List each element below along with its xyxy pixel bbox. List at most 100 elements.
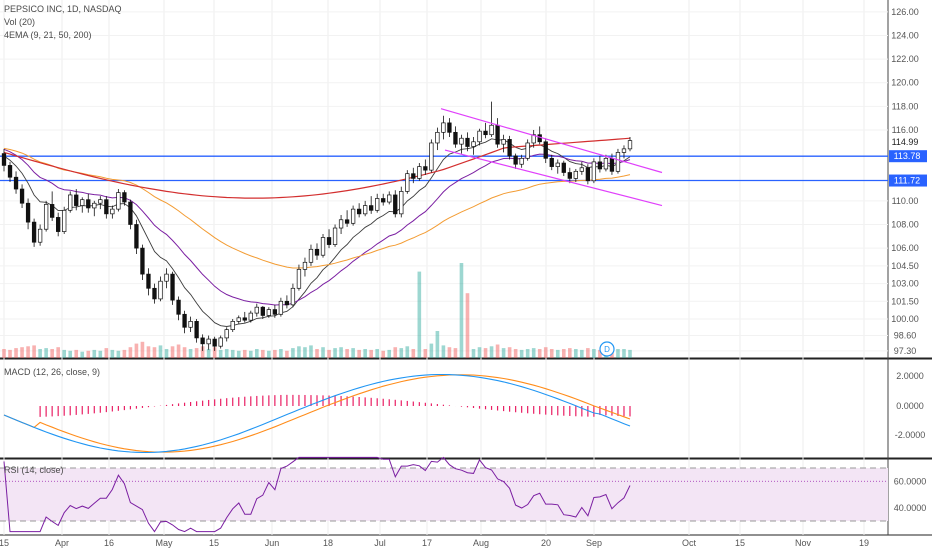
volume-bar [628, 349, 632, 358]
candle [224, 329, 229, 339]
volume-bar [74, 349, 79, 358]
time-tick-label: Nov [795, 538, 812, 548]
volume-bar [616, 349, 620, 358]
volume-bar [315, 349, 319, 358]
candle [254, 306, 259, 314]
volume-bar [170, 346, 175, 358]
ema-21-line [3, 148, 631, 306]
candle [56, 217, 61, 232]
channel-upper [440, 108, 663, 174]
price-tick-label: 124.00 [891, 30, 919, 40]
candle [591, 161, 597, 182]
volume-bar [267, 350, 271, 358]
volume-bar [405, 346, 410, 358]
price-tick-label: 103.00 [891, 279, 919, 289]
volume-bar [297, 346, 301, 358]
candle [435, 131, 440, 144]
candle [43, 204, 49, 230]
candle [465, 137, 470, 147]
candle [104, 199, 109, 215]
macd-title[interactable]: MACD (12, 26, close, 9) [4, 367, 101, 377]
candle [1, 153, 7, 166]
candle [326, 237, 332, 245]
candle [92, 202, 97, 209]
candle [381, 198, 386, 203]
volume-bar [459, 263, 464, 358]
volume-indicator-label[interactable]: Vol (20) [4, 17, 36, 27]
price-tick-label: 126.00 [891, 7, 919, 17]
candle [13, 176, 19, 190]
volume-bar [339, 347, 343, 358]
volume-bar [134, 343, 139, 358]
volume-bar [592, 349, 596, 358]
volume-bar [309, 345, 313, 358]
volume-bar [537, 349, 542, 358]
price-tick-label: 116.00 [892, 125, 919, 135]
time-tick-label: Jun [265, 538, 280, 548]
time-tick-label: Apr [55, 538, 69, 548]
candle [531, 134, 536, 144]
candle [74, 194, 79, 206]
candle [164, 273, 169, 282]
rsi-panel[interactable] [0, 456, 888, 533]
ema-indicator-label[interactable]: 4EMA (9, 21, 50, 200) [4, 30, 92, 40]
candle [128, 201, 133, 225]
volume-bar [291, 348, 295, 358]
volume-bar [194, 348, 199, 358]
volume-bar [158, 345, 163, 358]
candle [236, 317, 241, 322]
macd-panel[interactable] [3, 373, 631, 454]
candle [525, 142, 530, 159]
symbol-title[interactable]: PEPSICO INC, 1D, NASDAQ [4, 4, 122, 14]
volume-bar [80, 351, 85, 358]
ema-50-line [3, 147, 631, 269]
candle [543, 141, 548, 159]
volume-bar [598, 349, 602, 358]
volume-bar [164, 349, 169, 358]
candle [471, 141, 476, 147]
channel-lower [444, 149, 663, 207]
volume-bar [411, 349, 416, 358]
volume-bar [255, 349, 259, 358]
rsi-title[interactable]: RSI (14, close) [4, 465, 64, 475]
volume-bar [8, 349, 12, 358]
volume-bar [399, 348, 404, 358]
volume-bar [14, 348, 18, 358]
time-tick-label: 18 [323, 538, 333, 548]
candle [182, 313, 187, 328]
candle [284, 300, 290, 306]
candle [615, 152, 621, 172]
candle [441, 122, 446, 133]
volume-bar [128, 347, 133, 358]
volume-bar [429, 343, 434, 358]
volume-bar [104, 348, 109, 358]
volume-bar [543, 347, 548, 358]
volume-bar [393, 347, 398, 358]
candle [146, 273, 151, 289]
candle [609, 157, 615, 172]
time-tick-label: 15 [209, 538, 219, 548]
candle [417, 166, 422, 179]
time-axis[interactable]: 15 Apr 16 May 15 Jun 18 Jul 17 Aug 20 Sep Oct 15 Nov 19 [0, 538, 869, 548]
candle [242, 317, 247, 321]
candle [495, 124, 500, 145]
candle [585, 167, 591, 182]
volume-bar [26, 346, 30, 358]
time-tick-label: Oct [682, 538, 697, 548]
candle [140, 247, 145, 275]
volume-bar [622, 349, 626, 358]
candle [37, 228, 43, 243]
candle [218, 337, 223, 347]
volume-bar [525, 349, 530, 358]
volume-bar [435, 331, 440, 358]
price-panel[interactable]: D [0, 101, 888, 358]
volume-bar [531, 348, 536, 358]
price-axis[interactable]: 126.00 124.00 122.00 120.00 118.00 116.00 110.… [889, 7, 927, 513]
volume-bar [333, 348, 337, 358]
volume-bar [417, 271, 422, 358]
time-tick-label: 17 [422, 538, 432, 548]
candle [405, 173, 410, 192]
dividend-marker-icon [599, 341, 615, 357]
ema-9-line [3, 138, 631, 327]
